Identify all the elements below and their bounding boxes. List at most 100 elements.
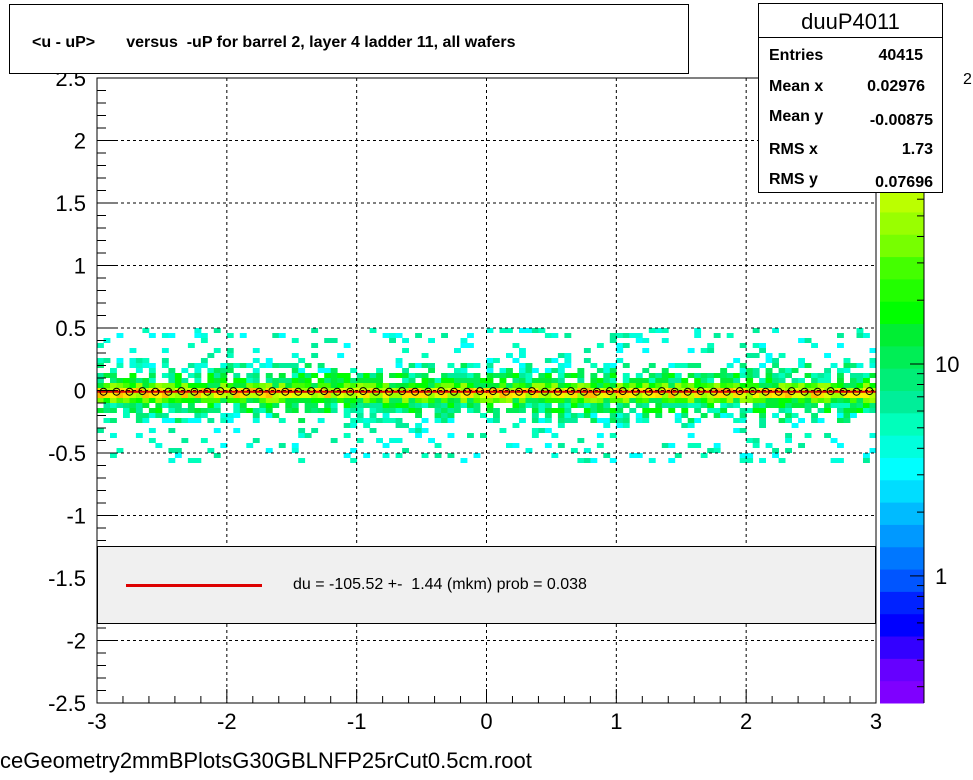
heatmap-cell [207,418,215,423]
heatmap-cell [187,373,195,378]
heatmap-cell [493,373,500,378]
heatmap-cell [551,358,559,363]
heatmap-cell [681,408,689,413]
heatmap-cell [259,383,267,388]
heatmap-cell [785,448,792,453]
heatmap-cell [174,453,182,458]
heatmap-cell [278,443,286,448]
heatmap-cell [778,398,786,403]
heatmap-cell [395,453,403,458]
heatmap-cell [557,363,565,368]
heatmap-cell [174,408,182,413]
heatmap-cell [129,378,137,383]
heatmap-cell [590,378,598,383]
heatmap-cell [174,393,182,398]
heatmap-cell [382,408,390,413]
heatmap-cell [856,328,864,333]
colorbar-swatch [880,412,924,436]
y-tick-label: 0 [74,379,86,404]
heatmap-cell [363,453,371,458]
profile-point [489,387,497,396]
heatmap-cell [103,358,111,363]
heatmap-cell [499,383,507,388]
heatmap-cell [642,368,650,373]
heatmap-cell [525,448,533,453]
heatmap-cell [402,393,409,398]
heatmap-cell [304,363,312,368]
heatmap-cell [564,383,572,388]
heatmap-cell [856,408,864,413]
heatmap-cell [765,383,773,388]
heatmap-cell [369,398,377,403]
heatmap-cell [811,383,818,388]
heatmap-cell [642,418,650,423]
heatmap-cell [720,368,728,373]
heatmap-cell [298,383,306,388]
heatmap-cell [155,393,163,398]
heatmap-cell [739,393,747,398]
heatmap-cell [798,443,805,448]
heatmap-cell [363,378,371,383]
heatmap-cell [246,383,254,388]
heatmap-cell [596,408,604,413]
heatmap-cell [674,393,682,398]
heatmap-cell [220,398,228,403]
heatmap-cell [434,403,442,408]
heatmap-cell [408,373,416,378]
heatmap-cell [804,408,812,413]
heatmap-cell [161,398,169,403]
heatmap-cell [506,383,513,388]
heatmap-cell [116,333,124,338]
heatmap-cell [687,393,695,398]
heatmap-cell [668,408,676,413]
heatmap-cell [843,363,851,368]
heatmap-cell [603,368,611,373]
heatmap-cell [830,398,838,403]
heatmap-cell [447,408,455,413]
y-tick-label: -2 [66,629,86,654]
heatmap-cell [811,343,818,348]
heatmap-cell [259,393,267,398]
heatmap-cell [486,398,494,403]
heatmap-cell [557,368,565,373]
heatmap-cell [694,403,702,408]
heatmap-cell [824,398,831,403]
heatmap-cell [369,393,377,398]
heatmap-cell [213,373,221,378]
heatmap-cell [570,403,578,408]
heatmap-cell [811,418,818,423]
heatmap-cell [168,408,176,413]
heatmap-cell [804,393,812,398]
heatmap-cell [642,348,650,353]
heatmap-cell [512,393,520,398]
heatmap-cell [759,378,766,383]
heatmap-cell [577,458,585,463]
heatmap-cell [707,378,715,383]
heatmap-cell [791,423,799,428]
heatmap-cell [421,353,429,358]
heatmap-cell [609,418,617,423]
profile-point [216,387,225,396]
heatmap-cell [486,378,494,383]
heatmap-cell [564,353,572,358]
heatmap-cell [103,373,111,378]
x-tick-label: 0 [480,709,492,734]
heatmap-cell [519,328,526,333]
heatmap-cell [544,403,552,408]
heatmap-cell [544,413,552,418]
heatmap-cell [382,398,390,403]
heatmap-cell [869,393,877,398]
profile-point [579,387,588,396]
heatmap-cell [519,373,526,378]
heatmap-cell [213,368,221,373]
heatmap-cell [350,368,358,373]
heatmap-cell [343,343,351,348]
fit-legend-label: du = -105.52 +- 1.44 (mkm) prob = 0.038 [293,576,587,593]
heatmap-cell [622,423,630,428]
heatmap-cell [525,378,533,383]
heatmap-cell [265,408,273,413]
heatmap-cell [200,338,208,343]
heatmap-cell [746,368,754,373]
heatmap-cell [635,333,643,338]
heatmap-cell [739,408,747,413]
